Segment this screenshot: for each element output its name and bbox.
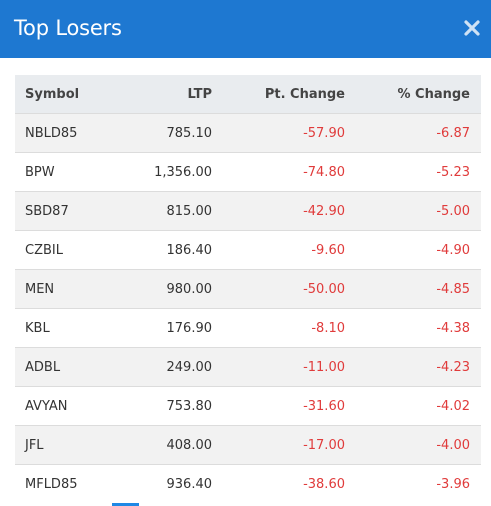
cell-pt-change: -50.00 [212, 269, 345, 309]
cell-pct-change: -4.90 [345, 230, 481, 270]
cell-pct-change: -4.23 [345, 347, 481, 387]
column-header-pct-change[interactable]: % Change [345, 75, 481, 114]
table-row[interactable]: BPW 1,356.00 -74.80 -5.23 [15, 152, 481, 192]
cell-ltp: 249.00 [112, 347, 212, 387]
cell-ltp: 408.00 [112, 425, 212, 465]
cell-ltp: 980.00 [112, 269, 212, 309]
column-header-pt-change[interactable]: Pt. Change [212, 75, 345, 114]
cell-ltp: 176.90 [112, 308, 212, 348]
table-row[interactable]: AVYAN 753.80 -31.60 -4.02 [15, 386, 481, 426]
scroll-indicator [112, 503, 139, 506]
cell-symbol: MEN [15, 269, 112, 309]
cell-pct-change: -5.23 [345, 152, 481, 192]
column-header-symbol[interactable]: Symbol [15, 75, 112, 114]
cell-pct-change: -3.96 [345, 464, 481, 503]
table-row[interactable]: JFL 408.00 -17.00 -4.00 [15, 425, 481, 465]
cell-symbol: ADBL [15, 347, 112, 387]
table-row[interactable]: SBD87 815.00 -42.90 -5.00 [15, 191, 481, 231]
table-row[interactable]: KBL 176.90 -8.10 -4.38 [15, 308, 481, 348]
cell-symbol: SBD87 [15, 191, 112, 231]
cell-symbol: JFL [15, 425, 112, 465]
cell-ltp: 186.40 [112, 230, 212, 270]
cell-ltp: 936.40 [112, 464, 212, 503]
table-row[interactable]: MFLD85 936.40 -38.60 -3.96 [15, 464, 481, 503]
cell-pt-change: -9.60 [212, 230, 345, 270]
cell-symbol: NBLD85 [15, 113, 112, 153]
cell-symbol: BPW [15, 152, 112, 192]
cell-pct-change: -6.87 [345, 113, 481, 153]
modal-header: Top Losers [0, 0, 491, 58]
cell-pct-change: -5.00 [345, 191, 481, 231]
cell-ltp: 1,356.00 [112, 152, 212, 192]
close-button[interactable] [461, 17, 483, 39]
table-header-row: Symbol LTP Pt. Change % Change [15, 75, 481, 114]
losers-table-container: Symbol LTP Pt. Change % Change NBLD85 785… [15, 75, 481, 503]
cell-pt-change: -38.60 [212, 464, 345, 503]
cell-pct-change: -4.00 [345, 425, 481, 465]
cell-pt-change: -57.90 [212, 113, 345, 153]
cell-pt-change: -74.80 [212, 152, 345, 192]
cell-symbol: MFLD85 [15, 464, 112, 503]
table-row[interactable]: ADBL 249.00 -11.00 -4.23 [15, 347, 481, 387]
table-row[interactable]: CZBIL 186.40 -9.60 -4.90 [15, 230, 481, 270]
cell-symbol: CZBIL [15, 230, 112, 270]
cell-pt-change: -11.00 [212, 347, 345, 387]
cell-ltp: 815.00 [112, 191, 212, 231]
table-row[interactable]: MEN 980.00 -50.00 -4.85 [15, 269, 481, 309]
cell-symbol: KBL [15, 308, 112, 348]
cell-pt-change: -17.00 [212, 425, 345, 465]
losers-table: Symbol LTP Pt. Change % Change NBLD85 785… [15, 75, 481, 503]
cell-pct-change: -4.38 [345, 308, 481, 348]
cell-ltp: 753.80 [112, 386, 212, 426]
cell-symbol: AVYAN [15, 386, 112, 426]
modal-title: Top Losers [14, 16, 122, 40]
cell-pt-change: -42.90 [212, 191, 345, 231]
cell-pct-change: -4.85 [345, 269, 481, 309]
table-row[interactable]: NBLD85 785.10 -57.90 -6.87 [15, 113, 481, 153]
cell-pt-change: -31.60 [212, 386, 345, 426]
column-header-ltp[interactable]: LTP [112, 75, 212, 114]
cell-pct-change: -4.02 [345, 386, 481, 426]
close-icon [464, 20, 480, 36]
cell-ltp: 785.10 [112, 113, 212, 153]
cell-pt-change: -8.10 [212, 308, 345, 348]
